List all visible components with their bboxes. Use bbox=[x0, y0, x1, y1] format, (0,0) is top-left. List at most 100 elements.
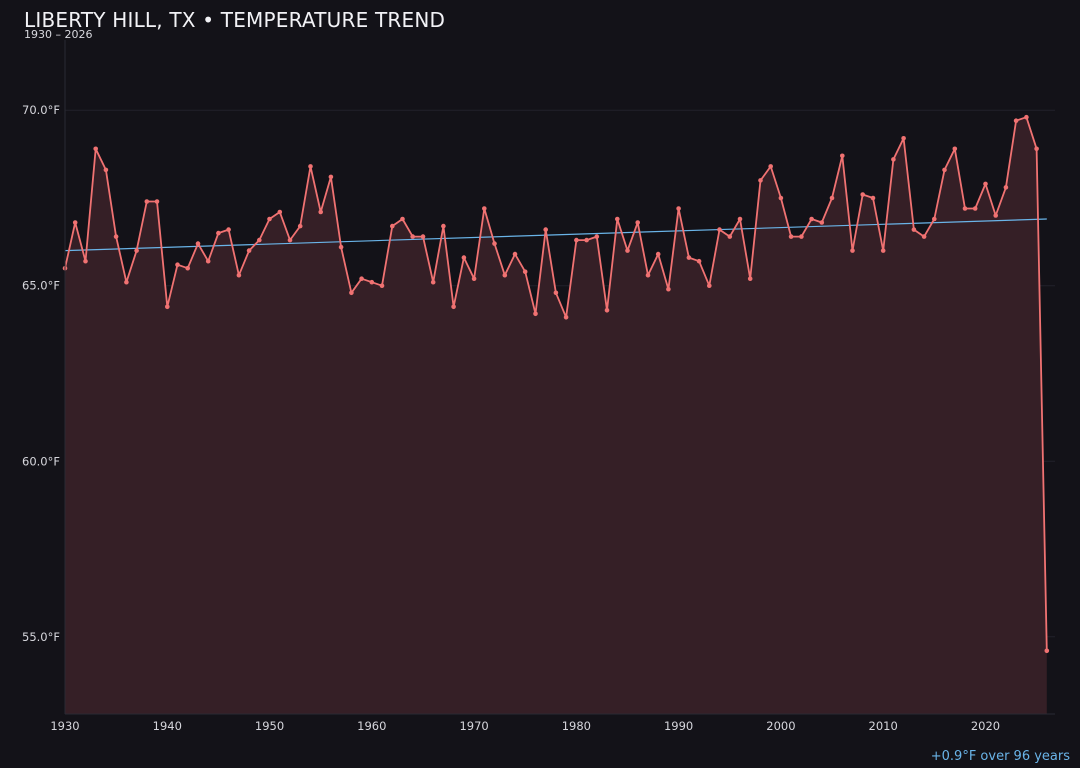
data-point bbox=[349, 290, 354, 296]
data-point bbox=[911, 227, 917, 232]
y-tick-label: 65.0°F bbox=[22, 279, 60, 293]
y-tick-label: 70.0°F bbox=[22, 103, 60, 117]
data-point bbox=[420, 234, 426, 239]
x-tick-label: 2000 bbox=[766, 719, 795, 733]
data-point bbox=[962, 206, 968, 211]
data-point bbox=[379, 283, 385, 289]
data-point bbox=[236, 272, 242, 278]
data-point bbox=[809, 216, 814, 222]
data-point bbox=[297, 223, 303, 229]
data-point bbox=[144, 199, 150, 204]
data-point bbox=[246, 248, 252, 253]
axes bbox=[64, 40, 1055, 715]
data-point bbox=[308, 164, 313, 169]
data-points bbox=[62, 114, 1050, 654]
y-tick-label: 60.0°F bbox=[22, 454, 60, 468]
data-point bbox=[226, 227, 231, 232]
trend-line bbox=[64, 218, 1047, 252]
data-point bbox=[359, 276, 364, 282]
data-point bbox=[522, 269, 528, 275]
data-point bbox=[932, 216, 937, 222]
data-point bbox=[615, 216, 620, 222]
data-point bbox=[829, 195, 835, 201]
data-point bbox=[83, 258, 88, 264]
data-point bbox=[482, 206, 487, 211]
data-point bbox=[645, 272, 651, 278]
data-point bbox=[778, 195, 784, 201]
data-point bbox=[553, 290, 559, 296]
data-point bbox=[1024, 114, 1029, 120]
data-point bbox=[983, 181, 988, 187]
temperature-area bbox=[65, 117, 1047, 714]
data-point bbox=[328, 174, 334, 180]
data-point bbox=[563, 315, 569, 320]
data-point bbox=[655, 251, 661, 257]
data-point bbox=[768, 164, 773, 169]
data-point bbox=[1034, 146, 1039, 152]
data-point bbox=[124, 279, 129, 285]
x-tick-label: 1980 bbox=[562, 719, 591, 733]
data-point bbox=[1044, 648, 1050, 654]
data-point bbox=[993, 213, 998, 218]
data-point bbox=[635, 220, 640, 225]
chart-title: LIBERTY HILL, TX • TEMPERATURE TREND bbox=[24, 8, 446, 32]
data-point bbox=[1003, 185, 1009, 190]
data-point bbox=[840, 153, 845, 159]
data-point bbox=[788, 234, 794, 239]
data-point bbox=[216, 230, 221, 236]
x-axis-labels: 1930 1940 1950 1960 1970 1980 1990 2000 2010 2020 bbox=[50, 719, 1000, 733]
data-point bbox=[175, 262, 180, 268]
data-point bbox=[891, 157, 896, 162]
data-point bbox=[574, 237, 579, 243]
x-tick-label: 1950 bbox=[255, 719, 284, 733]
data-point bbox=[165, 304, 170, 310]
data-point bbox=[257, 237, 262, 243]
data-point bbox=[154, 199, 160, 204]
data-point bbox=[625, 248, 630, 253]
data-point bbox=[185, 265, 190, 271]
data-point bbox=[747, 276, 753, 282]
data-point bbox=[543, 227, 548, 232]
data-point bbox=[400, 216, 405, 222]
data-point bbox=[277, 209, 283, 215]
data-point bbox=[850, 248, 855, 253]
data-point bbox=[696, 258, 702, 264]
data-point bbox=[410, 234, 416, 239]
data-point bbox=[72, 220, 78, 225]
x-tick-label: 2010 bbox=[869, 719, 898, 733]
data-point bbox=[502, 272, 508, 278]
data-point bbox=[707, 283, 712, 289]
data-point bbox=[441, 223, 446, 229]
data-point bbox=[880, 248, 886, 253]
data-point bbox=[471, 276, 477, 282]
data-point bbox=[727, 234, 733, 239]
data-point bbox=[799, 234, 804, 239]
data-point bbox=[267, 216, 272, 222]
data-point bbox=[676, 206, 681, 211]
data-point bbox=[860, 192, 865, 197]
data-point bbox=[492, 241, 497, 246]
data-point bbox=[287, 237, 293, 243]
data-point bbox=[594, 234, 600, 239]
data-point bbox=[921, 234, 927, 239]
y-tick-label: 55.0°F bbox=[22, 630, 60, 644]
data-point bbox=[205, 258, 211, 264]
data-point bbox=[870, 195, 876, 201]
data-point bbox=[113, 234, 119, 239]
data-point bbox=[390, 223, 395, 229]
data-point bbox=[604, 308, 610, 313]
x-tick-label: 1990 bbox=[664, 719, 693, 733]
data-point bbox=[717, 227, 722, 232]
data-point bbox=[972, 206, 978, 211]
data-point bbox=[338, 244, 344, 250]
x-tick-label: 1970 bbox=[459, 719, 488, 733]
trend-summary: +0.9°F over 96 years bbox=[930, 749, 1070, 764]
data-point bbox=[758, 178, 763, 183]
data-point bbox=[584, 237, 589, 243]
data-point bbox=[134, 248, 139, 253]
data-point bbox=[666, 286, 671, 292]
data-point bbox=[93, 146, 98, 152]
data-point bbox=[533, 311, 538, 317]
x-tick-label: 1940 bbox=[153, 719, 182, 733]
